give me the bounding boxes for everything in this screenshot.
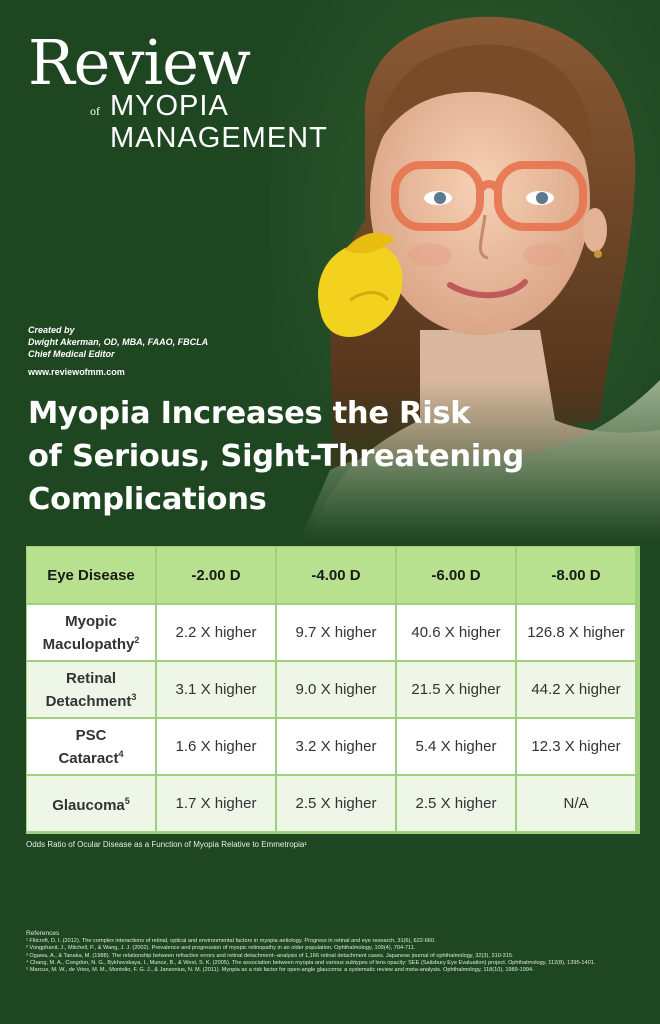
row-label-line-1: PSC <box>75 726 107 744</box>
headline-line-1: Myopia Increases the Risk <box>28 396 471 431</box>
table-cell: 12.3 X higher <box>517 719 637 776</box>
footnote-marker: 5 <box>124 796 130 806</box>
table-cell: 1.7 X higher <box>157 776 277 833</box>
girl-portrait-image <box>270 0 660 540</box>
table-header-cell: -4.00 D <box>277 547 397 605</box>
reference-item: ⁴ Chang, M. A., Congdon, N. G., Bykhovsk… <box>26 959 596 966</box>
credits: Created by Dwight Akerman, OD, MBA, FAAO… <box>28 324 208 378</box>
review-of-myopia-management-logo: Review of MYOPIA MANAGEMENT <box>28 32 368 163</box>
row-label-retinal-detachment: Retinal Detachment3 <box>27 662 157 719</box>
table-cell: 5.4 X higher <box>397 719 517 776</box>
row-label-line-1: Retinal <box>65 669 116 687</box>
table-cell: 21.5 X higher <box>397 662 517 719</box>
logo-of-text: of <box>90 104 100 118</box>
table-cell: 3.2 X higher <box>277 719 397 776</box>
table-cell: 126.8 X higher <box>517 605 637 662</box>
headline: Myopia Increases the Risk of Serious, Si… <box>28 392 648 521</box>
references-title: References <box>26 930 60 937</box>
logo-review-text: Review <box>28 26 251 99</box>
table-caption: Odds Ratio of Ocular Disease as a Functi… <box>26 840 308 849</box>
row-label-text: Glaucoma <box>52 797 125 814</box>
table-cell: 9.7 X higher <box>277 605 397 662</box>
reference-item: ² Vongphanit, J., Mitchell, P., & Wang, … <box>26 945 416 952</box>
headline-line-2: of Serious, Sight-Threatening <box>28 439 524 474</box>
row-label-text: Maculopathy <box>42 635 135 653</box>
table-cell: 3.1 X higher <box>157 662 277 719</box>
row-label-psc-cataract: PSC Cataract4 <box>27 719 157 776</box>
table-cell: 2.5 X higher <box>397 776 517 833</box>
row-label-text: Cataract <box>58 749 119 767</box>
logo-myopia-text: MYOPIA <box>110 90 229 122</box>
table-header-cell: Eye Disease <box>27 547 157 605</box>
reference-item: ⁵ Marcus, M. W., de Vries, M. M., Montol… <box>26 967 534 974</box>
row-label-line-1: Myopic <box>65 612 117 630</box>
table-header-cell: -8.00 D <box>517 547 637 605</box>
table-cell: 9.0 X higher <box>277 662 397 719</box>
credits-role: Chief Medical Editor <box>28 349 115 359</box>
credits-created-by: Created by <box>28 325 75 335</box>
credits-author: Dwight Akerman, OD, MBA, FAAO, FBCLA <box>28 337 209 347</box>
row-label-line-2: Detachment3 <box>46 688 137 711</box>
references: References ¹ Flitcroft, D. I. (2012). Th… <box>26 930 646 974</box>
row-label-glaucoma: Glaucoma5 <box>27 776 157 833</box>
table-cell: 2.2 X higher <box>157 605 277 662</box>
footnote-marker: 4 <box>118 748 124 759</box>
table-header-cell: -2.00 D <box>157 547 277 605</box>
odds-ratio-table: Eye Disease -2.00 D -4.00 D -6.00 D -8.0… <box>26 546 640 834</box>
row-label-line-2: Cataract4 <box>58 745 123 768</box>
table-cell: 44.2 X higher <box>517 662 637 719</box>
row-label-myopic-maculopathy: Myopic Maculopathy2 <box>27 605 157 662</box>
table-header-cell: -6.00 D <box>397 547 517 605</box>
table-cell: N/A <box>517 776 637 833</box>
website-link[interactable]: www.reviewofmm.com <box>28 367 125 377</box>
row-label-text: Detachment <box>45 692 132 710</box>
row-label-line-2: Glaucoma5 <box>52 792 130 815</box>
footnote-marker: 3 <box>131 691 137 702</box>
table-cell: 1.6 X higher <box>157 719 277 776</box>
reference-item: ³ Ogawa, A., & Tanaka, M. (1988). The re… <box>26 952 514 959</box>
headline-line-3: Complications <box>28 482 267 517</box>
table-cell: 2.5 X higher <box>277 776 397 833</box>
logo-management-text: MANAGEMENT <box>110 122 328 154</box>
reference-item: ¹ Flitcroft, D. I. (2012). The complex i… <box>26 938 436 945</box>
footnote-marker: 2 <box>134 634 140 645</box>
row-label-line-2: Maculopathy2 <box>43 631 140 654</box>
table-cell: 40.6 X higher <box>397 605 517 662</box>
